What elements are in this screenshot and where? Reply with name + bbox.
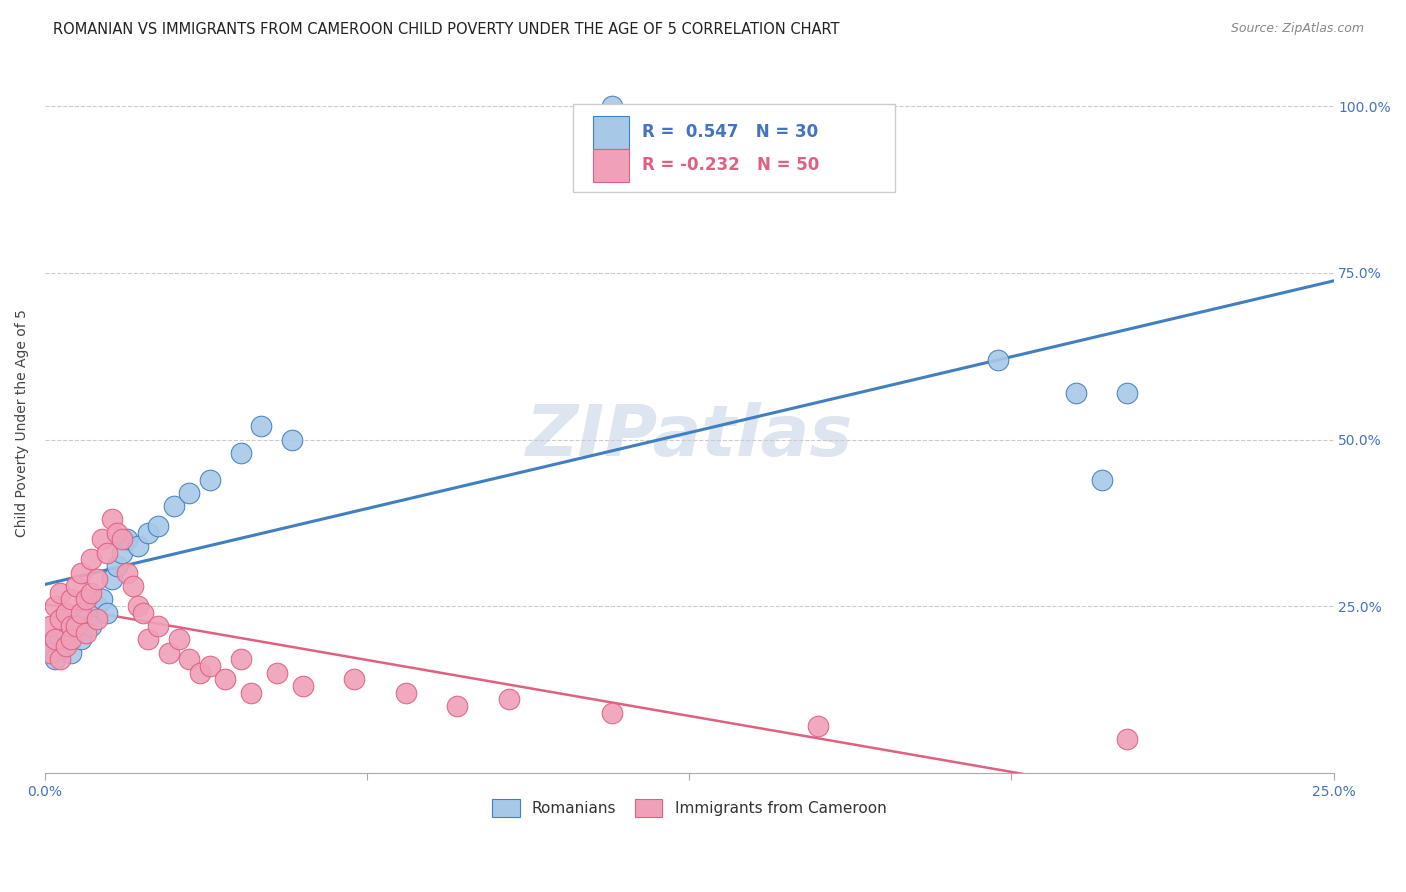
Point [117,533,139,547]
Bar [592,149,628,182]
Text: R =  0.547   N = 30: R = 0.547 N = 30 [641,123,818,142]
Point [65,619,87,633]
Text: Source: ZipAtlas.com: Source: ZipAtlas.com [1230,22,1364,36]
Point [198,659,221,673]
Point [55,625,77,640]
Point [291,679,314,693]
Point [446,699,468,714]
Point [498,692,520,706]
Point [343,673,366,687]
Point [44,599,66,614]
Point [65,579,87,593]
Point [127,599,149,614]
Point [807,719,830,733]
Point [214,673,236,687]
Legend: Romanians, Immigrants from Cameroon: Romanians, Immigrants from Cameroon [485,792,894,824]
Point [188,665,211,680]
Point [39,619,62,633]
Point [179,652,201,666]
Point [96,606,118,620]
Point [1064,385,1087,400]
Point [198,473,221,487]
Point [250,419,273,434]
Point [70,632,93,647]
Point [127,539,149,553]
Point [49,586,72,600]
Point [39,639,62,653]
Point [90,533,112,547]
Point [59,646,82,660]
Point [105,525,128,540]
Point [111,546,134,560]
Point [132,606,155,620]
Point [86,599,108,614]
Point [49,632,72,647]
Point [266,665,288,680]
Point [70,606,93,620]
Point [167,632,190,647]
Point [65,619,87,633]
Point [1116,385,1139,400]
Text: ROMANIAN VS IMMIGRANTS FROM CAMEROON CHILD POVERTY UNDER THE AGE OF 5 CORRELATIO: ROMANIAN VS IMMIGRANTS FROM CAMEROON CHI… [53,22,839,37]
Point [55,606,77,620]
Text: ZIPatlas: ZIPatlas [526,402,853,471]
Point [157,646,180,660]
FancyBboxPatch shape [574,104,896,192]
Point [39,646,62,660]
Point [86,573,108,587]
Point [600,706,623,720]
Point [136,525,159,540]
Point [90,592,112,607]
Point [44,632,66,647]
Point [75,592,97,607]
Point [59,632,82,647]
Point [59,619,82,633]
Point [101,512,124,526]
Point [163,499,186,513]
Point [101,573,124,587]
Point [111,533,134,547]
Point [136,632,159,647]
Point [148,619,170,633]
Point [179,486,201,500]
Point [229,652,252,666]
Point [80,619,103,633]
Point [148,519,170,533]
Point [86,612,108,626]
Point [49,652,72,666]
Point [59,592,82,607]
Point [987,352,1010,367]
Point [117,566,139,580]
Point [70,566,93,580]
Point [1090,473,1112,487]
Point [395,686,418,700]
Point [44,652,66,666]
Point [600,99,623,113]
Point [55,639,77,653]
Point [80,586,103,600]
Point [96,546,118,560]
Y-axis label: Child Poverty Under the Age of 5: Child Poverty Under the Age of 5 [15,309,30,537]
Point [229,446,252,460]
Point [240,686,263,700]
Point [80,552,103,566]
Point [49,612,72,626]
Point [121,579,143,593]
Point [105,559,128,574]
Point [1116,732,1139,747]
Text: R = -0.232   N = 50: R = -0.232 N = 50 [641,156,818,174]
Point [281,433,304,447]
Bar [592,116,628,149]
Point [75,625,97,640]
Point [75,612,97,626]
